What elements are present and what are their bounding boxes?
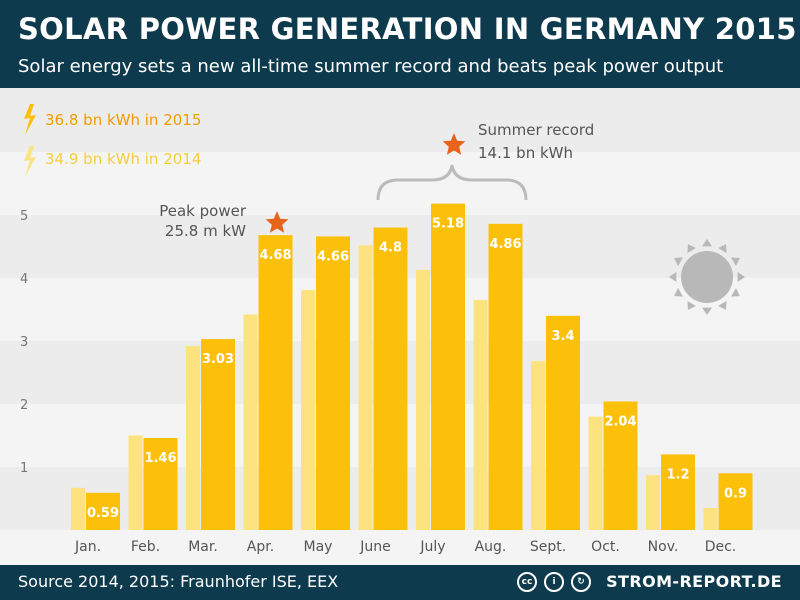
footer: Source 2014, 2015: Fraunhofer ISE, EEX c… xyxy=(0,565,800,600)
legend-2014-label: 34.9 bn kWh in 2014 xyxy=(45,150,201,168)
lightning-2015-icon xyxy=(24,104,36,135)
summer-star-icon xyxy=(442,133,466,155)
data-label-2015: 5.18 xyxy=(432,217,464,232)
x-tick-label: Jan. xyxy=(74,539,101,555)
x-tick-label: July xyxy=(419,539,445,555)
bar-2014 xyxy=(301,289,315,530)
sun-ray xyxy=(731,257,740,266)
x-tick-label: Sept. xyxy=(530,539,566,555)
y-tick-label: 4 xyxy=(20,272,28,287)
bar-2015 xyxy=(86,492,120,530)
bar-2014 xyxy=(186,346,200,530)
bar-2014 xyxy=(473,300,488,530)
brand-name: STROM-REPORT.DE xyxy=(606,572,782,591)
bar-2015 xyxy=(373,227,408,530)
bar-2015 xyxy=(258,235,293,530)
y-tick-label: 5 xyxy=(20,209,28,224)
sun-ray xyxy=(702,307,712,315)
x-tick-label: Apr. xyxy=(247,539,274,555)
y-axis: 1 2 3 4 5 xyxy=(20,209,28,476)
peak-power-label: Peak power xyxy=(159,202,247,220)
bar-2015 xyxy=(143,438,178,530)
y-tick-label: 3 xyxy=(20,335,28,350)
legend-2015-label: 36.8 bn kWh in 2015 xyxy=(45,111,201,129)
header: SOLAR POWER GENERATION IN GERMANY 2015 S… xyxy=(0,0,800,88)
y-tick-label: 1 xyxy=(20,461,28,476)
x-tick-label: Feb. xyxy=(131,539,160,555)
data-label-2015: 4.86 xyxy=(489,237,521,252)
sun-ray xyxy=(687,301,696,310)
x-tick-label: Dec. xyxy=(705,539,737,555)
sun-ray xyxy=(674,288,683,297)
bar-2015 xyxy=(431,203,465,530)
data-label-2015: 2.04 xyxy=(604,414,636,429)
bar-chart: 1 2 3 4 5 0.59 1.46 3.03 4.68 4.66 4.8 5.18 4.86 3.4… xyxy=(0,88,800,565)
bar-2015 xyxy=(488,223,523,530)
x-tick-label: Oct. xyxy=(591,539,620,555)
data-label-2015: 0.59 xyxy=(87,506,119,521)
bar-2014 xyxy=(588,416,603,530)
sun-ray xyxy=(718,244,727,253)
bar-2014 xyxy=(71,487,85,530)
summer-record-label: Summer record xyxy=(478,121,594,139)
x-tick-label: June xyxy=(359,539,391,555)
lightning-2014-icon xyxy=(24,146,36,177)
bar-2015 xyxy=(661,454,695,530)
bar-2015 xyxy=(603,401,638,530)
bar-2014 xyxy=(243,314,258,530)
sun-ray xyxy=(718,301,727,310)
chart-title: SOLAR POWER GENERATION IN GERMANY 2015 xyxy=(18,12,797,46)
x-tick-label: May xyxy=(304,539,333,555)
bar-2014 xyxy=(531,361,545,530)
bar-2015 xyxy=(201,339,235,530)
sun-ray xyxy=(687,244,696,253)
sun-ray xyxy=(674,257,683,266)
x-tick-label: Mar. xyxy=(188,539,218,555)
x-tick-label: Aug. xyxy=(475,539,507,555)
sun-icon xyxy=(669,239,745,315)
data-label-2015: 1.46 xyxy=(144,451,176,466)
data-label-2015: 4.68 xyxy=(259,248,291,263)
sa-icon: ↻ xyxy=(571,572,591,592)
summer-record-value: 14.1 bn kWh xyxy=(478,144,573,162)
y-tick-label: 2 xyxy=(20,398,28,413)
data-label-2015: 3.4 xyxy=(551,329,574,344)
x-tick-label: Nov. xyxy=(648,539,679,555)
data-label-2015: 1.2 xyxy=(666,467,689,482)
data-label-2015: 3.03 xyxy=(202,352,234,367)
bar-2014 xyxy=(128,435,143,530)
sun-ray xyxy=(737,272,745,282)
grid-band xyxy=(0,88,800,152)
legend: 36.8 bn kWh in 2015 34.9 bn kWh in 2014 xyxy=(24,104,201,177)
source-text: Source 2014, 2015: Fraunhofer ISE, EEX xyxy=(18,572,339,591)
bar-2014 xyxy=(646,475,660,530)
data-label-2015: 4.66 xyxy=(317,249,349,264)
peak-power-value: 25.8 m kW xyxy=(165,222,246,240)
peak-star-icon xyxy=(265,211,289,233)
sun-core xyxy=(681,251,733,303)
bar-2014 xyxy=(358,245,373,531)
bar-2015 xyxy=(718,473,753,530)
data-label-2015: 4.8 xyxy=(379,241,402,256)
by-icon: i xyxy=(544,572,564,592)
sun-ray xyxy=(731,288,740,297)
bar-2015 xyxy=(316,236,350,531)
bar-2014 xyxy=(416,269,430,530)
data-label-2015: 0.9 xyxy=(724,486,747,501)
x-axis: Jan. Feb. Mar. Apr. May June July Aug. Sept. Oct.… xyxy=(74,539,736,555)
annotations: Peak power 25.8 m kW Summer record 14.1 … xyxy=(159,121,594,240)
bars: 0.59 1.46 3.03 4.68 4.66 4.8 5.18 4.86 3.4 2.04 1.… xyxy=(71,203,753,531)
cc-icon: cc xyxy=(517,572,537,592)
sun-ray xyxy=(669,272,677,282)
bar-2015 xyxy=(546,315,580,530)
bar-2014 xyxy=(703,507,718,530)
chart-subtitle: Solar energy sets a new all-time summer … xyxy=(18,56,724,77)
summer-brace xyxy=(376,164,528,201)
sun-ray xyxy=(702,239,712,247)
